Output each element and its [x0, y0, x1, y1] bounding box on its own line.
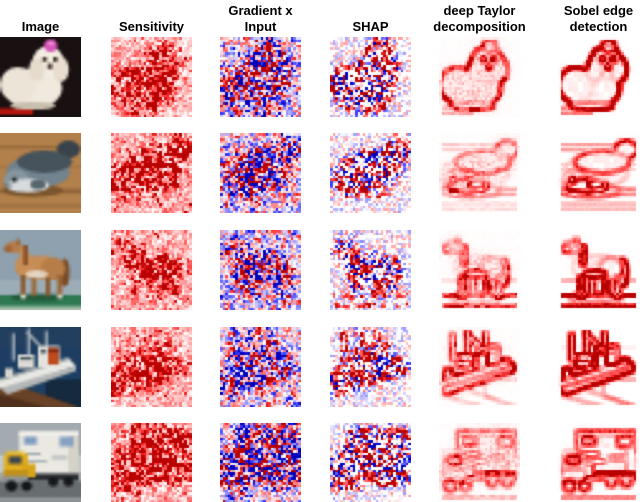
cell-truck-taylor [439, 423, 520, 502]
cell-horse-gxi [220, 230, 301, 310]
cell-boat-sobel [558, 327, 639, 407]
column-header-image: Image [21, 18, 60, 34]
cell-boat-image [0, 327, 81, 407]
cell-fish-shap [330, 133, 411, 213]
cell-boat-gxi [220, 327, 301, 407]
cell-dog-gxi [220, 37, 301, 117]
cell-fish-sobel [558, 133, 639, 213]
column-header-gradient-x-input: Gradient x Input [228, 3, 293, 34]
cell-boat-taylor [439, 327, 520, 407]
cell-truck-image [0, 423, 81, 502]
cell-dog-sobel [558, 37, 639, 117]
cell-horse-sensitivity [111, 230, 192, 310]
cell-horse-image [0, 230, 81, 310]
cell-dog-taylor [439, 37, 520, 117]
cell-truck-shap [330, 423, 411, 502]
cell-horse-sobel [558, 230, 639, 310]
cell-dog-sensitivity [111, 37, 192, 117]
cell-truck-gxi [220, 423, 301, 502]
cell-dog-shap [330, 37, 411, 117]
cell-truck-sobel [558, 423, 639, 502]
cell-truck-sensitivity [111, 423, 192, 502]
column-header-sensitivity: Sensitivity [118, 18, 185, 34]
column-header-deep-taylor: deep Taylor decomposition [433, 3, 526, 34]
cell-horse-taylor [439, 230, 520, 310]
column-header-shap: SHAP [352, 18, 389, 34]
cell-horse-shap [330, 230, 411, 310]
cell-fish-image [0, 133, 81, 213]
cell-fish-sensitivity [111, 133, 192, 213]
cell-boat-sensitivity [111, 327, 192, 407]
column-header-sobel-edge: Sobel edge detection [563, 3, 634, 34]
cell-fish-taylor [439, 133, 520, 213]
cell-dog-image [0, 37, 81, 117]
cell-boat-shap [330, 327, 411, 407]
cell-fish-gxi [220, 133, 301, 213]
